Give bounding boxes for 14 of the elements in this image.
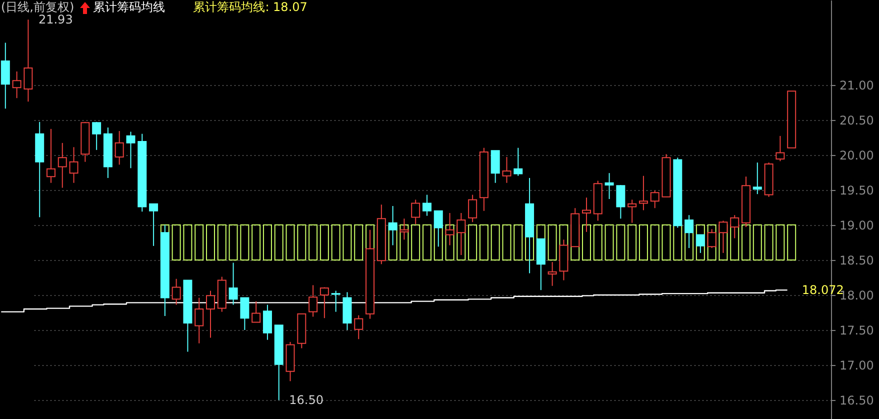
y-tick-label: 17.50 <box>840 324 874 338</box>
chart-title: (日线,前复权) <box>1 0 74 14</box>
y-tick-label: 19.00 <box>840 218 874 232</box>
y-tick-label: 19.50 <box>840 183 874 198</box>
annotation: 累计筹码均线: 18.07 <box>193 0 308 15</box>
y-tick-label: 16.50 <box>840 394 874 408</box>
y-tick-label: 17.00 <box>840 358 874 373</box>
annotation: 16.50 <box>289 393 324 408</box>
annotation: 21.93 <box>38 12 73 27</box>
y-tick-label: 20.50 <box>840 113 874 128</box>
y-tick-label: 21.00 <box>840 78 874 92</box>
y-tick-label: 18.50 <box>840 253 874 268</box>
y-tick-label: 20.00 <box>840 148 874 162</box>
chart-subtitle: 累计筹码均线 <box>93 0 166 15</box>
